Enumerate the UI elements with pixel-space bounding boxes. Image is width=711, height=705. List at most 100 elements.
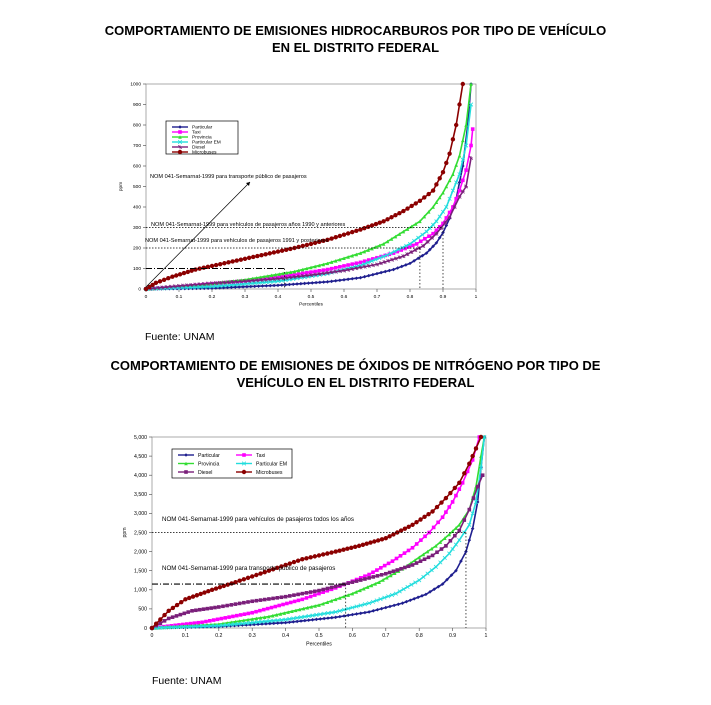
data-point xyxy=(213,605,217,610)
data-point xyxy=(350,262,355,266)
data-point xyxy=(329,260,334,264)
series-diesel xyxy=(150,473,485,630)
data-point xyxy=(405,584,410,590)
series-particular-em xyxy=(143,102,474,292)
legend-swatch-marker xyxy=(241,461,247,466)
data-point xyxy=(333,597,338,602)
data-point xyxy=(193,282,198,287)
data-point xyxy=(450,188,455,193)
data-point xyxy=(352,544,358,550)
data-point xyxy=(338,265,342,269)
data-point xyxy=(325,551,330,556)
data-point xyxy=(285,601,289,606)
data-point xyxy=(294,608,298,613)
data-point xyxy=(398,528,404,533)
data-point xyxy=(277,272,282,276)
data-point xyxy=(176,283,182,288)
data-point xyxy=(350,276,355,281)
data-point xyxy=(467,522,472,527)
data-point xyxy=(413,201,418,206)
data-point xyxy=(269,273,274,278)
data-point xyxy=(179,286,183,291)
y-tick-label: 100 xyxy=(133,266,141,272)
data-point xyxy=(333,235,338,240)
data-point xyxy=(381,242,386,246)
data-point xyxy=(354,604,359,609)
data-point xyxy=(197,607,202,612)
data-point xyxy=(457,153,462,158)
data-point xyxy=(338,583,342,588)
data-point xyxy=(358,227,363,232)
legend-item: Diesel xyxy=(178,470,212,476)
data-point xyxy=(394,556,399,561)
data-point xyxy=(469,143,473,148)
data-point xyxy=(437,195,442,200)
data-point xyxy=(208,623,214,629)
data-point xyxy=(300,267,305,272)
data-point xyxy=(267,597,271,601)
data-point xyxy=(425,239,430,244)
legend-item: Diesel xyxy=(172,145,205,151)
data-point xyxy=(164,285,169,290)
data-point xyxy=(470,127,475,131)
data-point xyxy=(416,256,421,261)
data-point xyxy=(250,617,254,621)
data-point xyxy=(366,248,370,252)
data-point xyxy=(403,565,407,570)
x-tick-label: 0.5 xyxy=(315,633,322,639)
data-point xyxy=(209,606,213,610)
data-point xyxy=(197,282,202,287)
data-point xyxy=(434,504,440,510)
data-point xyxy=(362,586,366,591)
data-point xyxy=(430,188,436,193)
data-point xyxy=(444,216,449,220)
data-point xyxy=(470,453,475,459)
data-point xyxy=(333,615,338,620)
data-point xyxy=(263,619,269,624)
data-point xyxy=(282,611,287,615)
data-point xyxy=(149,625,155,631)
data-point xyxy=(262,615,267,619)
data-point xyxy=(254,616,259,621)
data-point xyxy=(248,281,253,286)
data-point xyxy=(429,235,435,240)
data-point xyxy=(234,613,239,618)
data-point xyxy=(234,258,239,263)
data-point xyxy=(378,596,383,602)
data-point xyxy=(443,220,448,225)
data-point xyxy=(250,610,254,615)
data-point xyxy=(437,214,442,219)
data-point xyxy=(393,256,398,261)
data-point xyxy=(279,621,284,625)
data-point xyxy=(412,238,417,243)
data-point xyxy=(245,284,249,289)
data-point xyxy=(314,280,318,285)
data-point xyxy=(279,564,284,569)
data-point xyxy=(220,624,225,629)
data-point xyxy=(350,253,355,258)
data-point xyxy=(363,610,367,615)
data-point xyxy=(402,551,407,555)
data-point xyxy=(354,261,359,266)
data-point xyxy=(238,257,244,262)
chart1-plot-area xyxy=(145,83,477,290)
data-point xyxy=(430,553,435,558)
data-point xyxy=(246,617,250,622)
data-point xyxy=(428,247,432,252)
data-point xyxy=(403,246,407,251)
x-tick-label: 0.9 xyxy=(440,294,447,300)
data-point xyxy=(224,622,229,628)
data-point xyxy=(179,600,184,605)
data-point xyxy=(292,272,297,277)
data-point xyxy=(300,271,305,276)
y-tick-label: 700 xyxy=(133,143,141,149)
data-point xyxy=(341,547,346,552)
data-point xyxy=(388,604,392,609)
data-point xyxy=(219,616,224,621)
data-point xyxy=(392,249,397,254)
data-point xyxy=(283,594,288,599)
legend-item: Taxi xyxy=(236,453,265,459)
data-point xyxy=(321,268,326,272)
data-point xyxy=(263,252,268,257)
data-point xyxy=(478,434,484,440)
